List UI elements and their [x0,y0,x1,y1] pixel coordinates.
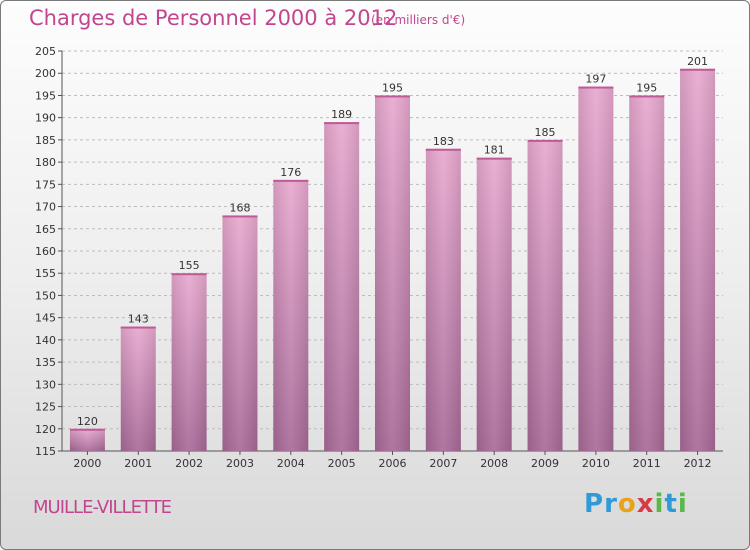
value-label: 201 [687,55,708,68]
value-label: 185 [535,126,556,139]
x-tick-label: 2003 [226,457,254,470]
x-tick-label: 2007 [429,457,457,470]
bar-shade [629,95,665,451]
x-tick-label: 2005 [328,457,356,470]
logo-letter: t [664,489,678,519]
value-label: 168 [229,201,250,214]
logo-letter: x [636,489,655,519]
x-tick-label: 2010 [582,457,610,470]
bar-top-edge [680,68,716,71]
bar-top-edge [375,95,410,98]
x-tick-label: 2009 [531,457,559,470]
value-label: 183 [433,135,454,148]
bar-shade [222,215,258,451]
bar-top-edge [273,179,309,182]
value-label: 195 [382,81,403,94]
x-tick-label: 2012 [684,457,712,470]
chart-title: Charges de Personnel 2000 à 2012 [29,6,398,30]
x-tick-label: 2000 [73,457,101,470]
y-tick-label: 160 [35,245,56,258]
bar-top-edge [324,122,360,125]
x-tick-label: 2008 [480,457,508,470]
y-tick-label: 200 [35,67,56,80]
bar-top-edge [629,95,665,98]
bar-shade [273,179,309,451]
y-tick-label: 205 [35,45,56,58]
bar-top-edge [425,148,461,151]
value-label: 120 [77,415,98,428]
bar-shade [69,428,105,451]
x-tick-label: 2011 [633,457,661,470]
bar-shade [578,86,614,452]
x-tick-label: 2004 [277,457,305,470]
logo-letter: o [617,489,637,519]
bar-shade [171,273,207,451]
value-label: 155 [179,259,200,272]
value-label: 181 [484,144,505,157]
y-tick-label: 125 [35,401,56,414]
bar-shade [680,68,716,452]
y-tick-label: 175 [35,178,56,191]
chart-subtitle: (en milliers d'€) [371,13,466,27]
bar-shade [324,122,360,451]
logo-letter: i [654,489,665,519]
y-tick-label: 135 [35,356,56,369]
value-label: 189 [331,108,352,121]
value-label: 197 [585,73,606,86]
bar-top-edge [69,428,105,431]
y-tick-label: 140 [35,334,56,347]
y-tick-label: 190 [35,112,56,125]
bar-shade [527,139,563,451]
value-label: 176 [280,166,301,179]
y-tick-label: 195 [35,89,56,102]
bar-shade [425,148,461,451]
y-tick-label: 155 [35,267,56,280]
proxiti-logo: Proxiti [584,489,688,519]
commune-name: MUILLE-VILLETTE [33,497,172,518]
bar-top-edge [578,86,614,89]
x-tick-label: 2006 [379,457,407,470]
bar-top-edge [120,326,156,329]
logo-letter: r [604,489,618,519]
bar-top-edge [171,273,207,276]
y-tick-label: 185 [35,134,56,147]
bar-top-edge [222,215,258,218]
bar-shade [375,95,410,451]
y-tick-label: 115 [35,445,56,458]
y-tick-label: 130 [35,378,56,391]
x-tick-label: 2001 [124,457,152,470]
x-tick-label: 2002 [175,457,203,470]
bar-top-edge [527,139,563,142]
bar-shade [476,157,512,451]
y-tick-label: 145 [35,312,56,325]
y-tick-label: 150 [35,289,56,302]
y-tick-label: 180 [35,156,56,169]
logo-letter: i [677,489,688,519]
y-tick-label: 165 [35,223,56,236]
bar-top-edge [476,157,512,160]
value-label: 143 [128,313,149,326]
bar-shade [120,326,156,451]
y-tick-label: 170 [35,201,56,214]
y-tick-label: 120 [35,423,56,436]
logo-letter: P [584,489,605,519]
value-label: 195 [636,81,657,94]
